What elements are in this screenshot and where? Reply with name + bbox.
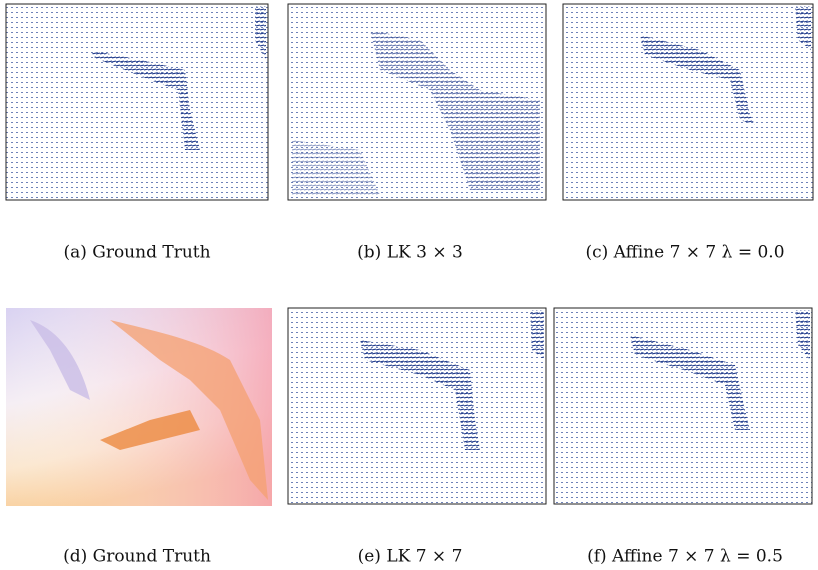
panel-a xyxy=(6,4,268,200)
quiver-plot xyxy=(288,308,546,504)
caption: (f) Affine 7 × 7 λ = 0.5 xyxy=(587,547,783,567)
caption: (e) LK 7 × 7 xyxy=(358,547,463,567)
quiver-plot xyxy=(554,308,812,504)
panel-d xyxy=(6,308,272,506)
figure: (a) Ground Truth (b) LK 3 × 3 (c) Affine… xyxy=(0,0,818,570)
panel-f xyxy=(554,308,812,504)
panel-c xyxy=(563,4,813,200)
panel-b xyxy=(288,4,546,200)
quiver-plot xyxy=(563,4,813,200)
caption: (c) Affine 7 × 7 λ = 0.0 xyxy=(585,243,784,263)
panel-e xyxy=(288,308,546,504)
caption: (b) LK 3 × 3 xyxy=(357,243,463,263)
caption: (a) Ground Truth xyxy=(63,243,210,263)
caption: (d) Ground Truth xyxy=(63,547,211,567)
quiver-plot xyxy=(6,4,268,200)
